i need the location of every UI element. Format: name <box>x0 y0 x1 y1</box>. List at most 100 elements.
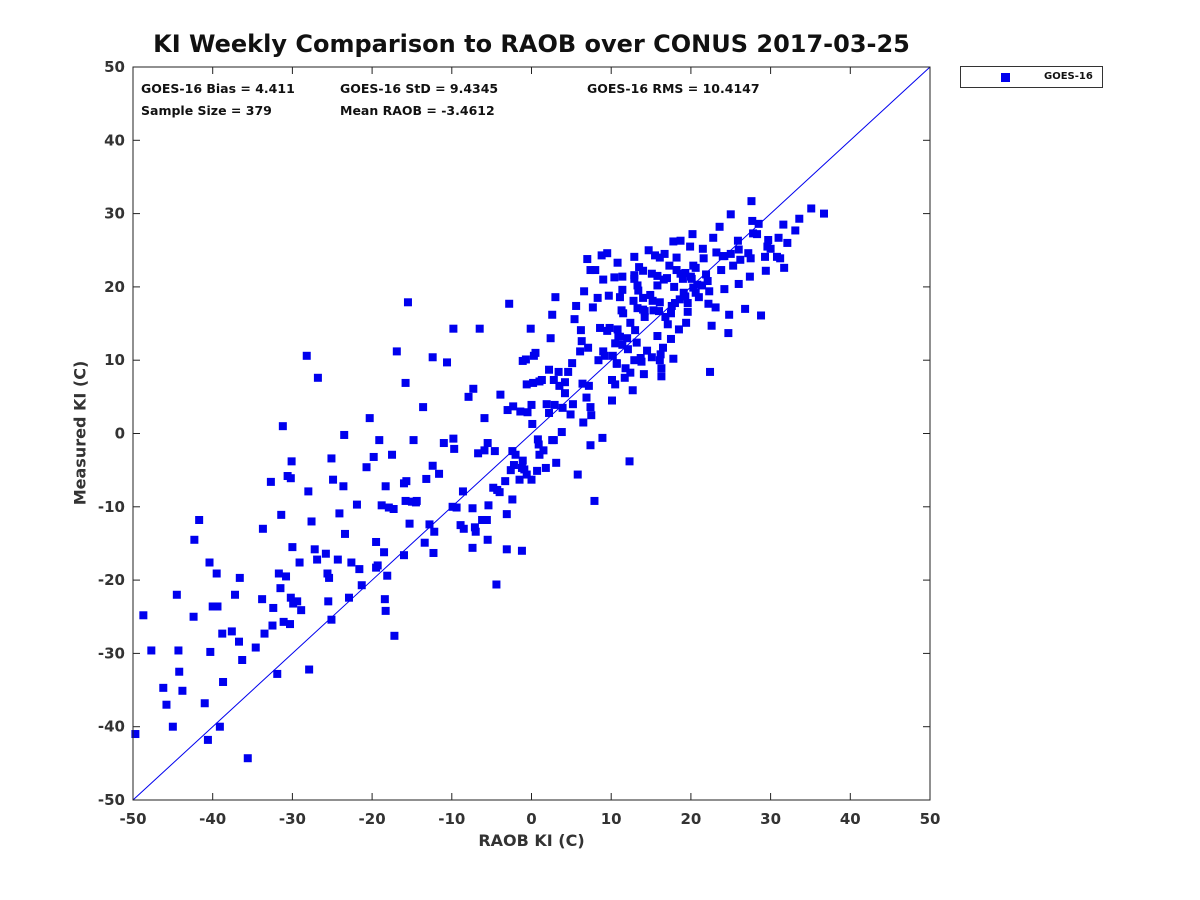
data-point <box>566 410 575 419</box>
data-point <box>464 392 473 401</box>
data-point <box>517 546 526 555</box>
data-point <box>639 305 648 314</box>
data-point <box>478 515 487 524</box>
data-point <box>405 519 414 528</box>
data-point <box>706 367 715 376</box>
data-point <box>200 699 209 708</box>
data-point <box>594 356 603 365</box>
data-point <box>600 351 609 360</box>
data-point <box>295 558 304 567</box>
data-point <box>599 347 608 356</box>
legend-label-goes16: GOES-16 <box>1044 71 1093 82</box>
data-point <box>557 428 566 437</box>
data-point <box>791 226 800 235</box>
data-point <box>674 325 683 334</box>
data-point <box>560 389 569 398</box>
data-point <box>195 515 204 524</box>
data-point <box>698 281 707 290</box>
data-point <box>215 722 224 731</box>
data-point <box>555 381 564 390</box>
data-point <box>381 606 390 615</box>
y-tick-label: -50 <box>98 791 125 809</box>
data-point <box>661 312 670 321</box>
data-point <box>508 495 517 504</box>
data-point <box>238 655 247 664</box>
data-point <box>380 548 389 557</box>
data-point <box>689 261 698 270</box>
data-point <box>633 281 642 290</box>
data-point <box>526 324 535 333</box>
data-point <box>340 430 349 439</box>
legend: GOES-16 <box>960 66 1103 88</box>
data-point <box>720 285 729 294</box>
data-point <box>666 309 675 318</box>
data-point <box>628 386 637 395</box>
data-point <box>205 558 214 567</box>
data-point <box>523 408 532 417</box>
data-point <box>243 754 252 763</box>
data-point <box>653 271 662 280</box>
data-point <box>699 254 708 263</box>
data-point <box>352 500 361 509</box>
data-point <box>776 254 785 263</box>
data-point <box>655 356 664 365</box>
data-point <box>546 334 555 343</box>
data-point <box>783 238 792 247</box>
data-point <box>656 350 665 359</box>
data-point <box>218 629 227 638</box>
data-point <box>715 222 724 231</box>
data-point <box>745 272 754 281</box>
data-point <box>372 537 381 546</box>
data-point <box>333 555 342 564</box>
data-point <box>625 457 634 466</box>
data-point <box>591 266 600 275</box>
data-point <box>683 307 692 316</box>
data-point <box>597 251 606 260</box>
data-point <box>212 569 221 578</box>
data-point <box>675 295 684 304</box>
data-point <box>383 571 392 580</box>
x-tick-label: -20 <box>359 810 386 828</box>
data-point <box>724 329 733 338</box>
data-point <box>470 523 479 532</box>
data-point <box>516 407 525 416</box>
data-point <box>618 340 627 349</box>
data-point <box>764 235 773 244</box>
data-point <box>492 580 501 589</box>
data-point <box>456 521 465 530</box>
data-point <box>260 629 269 638</box>
data-point <box>310 545 319 554</box>
data-point <box>297 606 306 615</box>
data-point <box>288 543 297 552</box>
data-point <box>634 286 643 295</box>
data-point <box>573 470 582 479</box>
data-point <box>570 315 579 324</box>
data-point <box>362 463 371 472</box>
data-point <box>681 292 690 301</box>
data-point <box>468 504 477 513</box>
data-point <box>339 482 348 491</box>
stat-bias: GOES-16 Bias = 4.411 <box>141 81 295 96</box>
data-point <box>633 304 642 313</box>
data-point <box>483 439 492 448</box>
data-point <box>682 318 691 327</box>
data-point <box>235 573 244 582</box>
x-tick-label: 10 <box>601 810 622 828</box>
data-point <box>496 390 505 399</box>
data-point <box>545 365 554 374</box>
data-point <box>717 266 726 275</box>
data-point <box>402 477 411 486</box>
data-point <box>429 548 438 557</box>
data-point <box>744 249 753 258</box>
data-point <box>313 555 322 564</box>
data-point <box>347 558 356 567</box>
data-point <box>502 510 511 519</box>
data-point <box>527 400 536 409</box>
data-point <box>596 323 605 332</box>
stat-rms: GOES-16 RMS = 10.4147 <box>587 81 760 96</box>
data-point <box>341 529 350 538</box>
data-point <box>545 408 554 417</box>
data-point <box>644 246 653 255</box>
data-point <box>403 298 412 307</box>
data-point <box>651 251 660 260</box>
